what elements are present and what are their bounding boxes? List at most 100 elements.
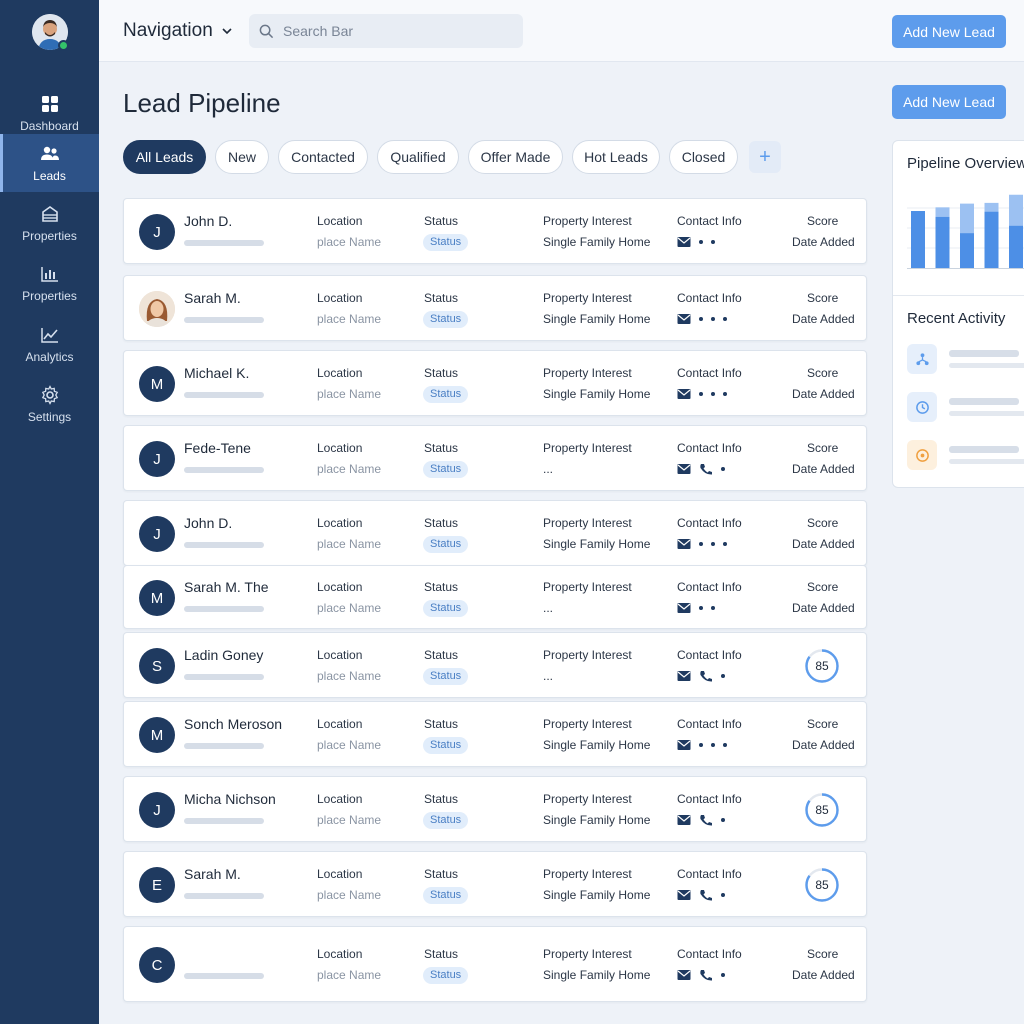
lead-score-ring: 85 [804,792,840,828]
sidebar-item-label: Dashboard [20,118,79,133]
lead-row[interactable]: M Sonch Meroson Location place Name Stat… [123,701,867,767]
mail-icon [677,389,691,399]
status-label: Status [424,516,459,530]
contact-info-icons[interactable] [677,388,727,400]
filter-offer-made[interactable]: Offer Made [468,140,563,174]
navigation-dropdown[interactable]: Navigation [123,20,233,42]
lead-detail-placeholder [184,893,264,899]
lead-row[interactable]: Sarah M. Location place Name Status Stat… [123,275,867,341]
line-chart-icon [40,327,58,343]
lead-name[interactable]: Sarah M. The [184,579,269,595]
lead-name[interactable]: Ladin Goney [184,647,264,663]
property-interest-value: Single Family Home [543,312,651,326]
contact-info-icons[interactable] [677,889,725,901]
status-badge: Status [423,600,469,617]
user-avatar[interactable] [32,14,69,51]
lead-name[interactable]: Sonch Meroson [184,716,283,732]
lead-row[interactable]: M Sarah M. The Location place Name Statu… [123,565,867,629]
lead-detail-placeholder [184,606,264,612]
status-badge: Status [423,311,469,328]
lead-avatar: M [139,717,175,753]
clock-icon [915,400,929,414]
lead-name[interactable]: John D. [184,213,233,229]
pipeline-overview-chart [907,194,1024,269]
lead-detail-placeholder [184,392,264,398]
filter-contacted[interactable]: Contacted [278,140,368,174]
mail-icon [677,890,691,900]
lead-name[interactable]: Sarah M. [184,866,241,882]
contact-info-icons[interactable] [677,739,727,751]
contact-info-icons[interactable] [677,538,727,550]
filter-closed[interactable]: Closed [669,140,738,174]
lead-detail-placeholder [184,317,264,323]
contact-info-icons[interactable] [677,670,725,682]
activity-item[interactable] [907,440,1024,472]
contact-dot [699,542,703,546]
lead-row[interactable]: J John D. Location place Name Status Sta… [123,500,867,566]
lead-name[interactable]: Michael K. [184,365,250,381]
lead-row[interactable]: C Location place Name Status Status Prop… [123,926,867,1002]
contact-info-icons[interactable] [677,463,725,475]
filter-new[interactable]: New [215,140,269,174]
score-label: Score [807,947,839,961]
contact-info-icons[interactable] [677,602,715,614]
lead-row[interactable]: E Sarah M. Location place Name Status St… [123,851,867,917]
alert-icon [915,448,929,462]
contact-info-icons[interactable] [677,236,715,248]
add-filter-button[interactable]: + [749,141,781,173]
lead-row[interactable]: J Micha Nichson Location place Name Stat… [123,776,867,842]
contact-info-icons[interactable] [677,969,725,981]
status-label: Status [424,648,459,662]
lead-row[interactable]: J John D. Location place Name Status Sta… [123,198,867,264]
lead-row[interactable]: S Ladin Goney Location place Name Status… [123,632,867,698]
location-label: Location [317,717,363,731]
contact-info-icons[interactable] [677,814,725,826]
filter-qualified[interactable]: Qualified [377,140,459,174]
status-label: Status [424,947,459,961]
date-added-label: Date Added [792,537,855,551]
lead-avatar: J [139,441,175,477]
lead-score-value: 85 [815,878,829,892]
score-ring-icon [805,793,839,827]
location-value: place Name [317,813,382,827]
lead-name[interactable]: Sarah M. [184,290,241,306]
sidebar-item-properties-reports[interactable]: Properties [0,254,99,312]
lead-score-ring: 85 [804,867,840,903]
contact-info-icons[interactable] [677,313,727,325]
search-input[interactable] [249,14,523,48]
lead-detail-placeholder [184,467,264,473]
property-interest-label: Property Interest [543,648,632,662]
sidebar-item-dashboard[interactable]: Dashboard [0,84,99,142]
lead-name[interactable]: Fede-Tene [184,440,251,456]
property-interest-value: ... [543,601,554,615]
activity-item[interactable] [907,392,1024,424]
lead-photo-icon [139,291,175,327]
overview-bar-filled [1009,225,1023,268]
score-label: Score [807,580,839,594]
sidebar-item-analytics[interactable]: Analytics [0,315,99,373]
lead-name[interactable]: Micha Nichson [184,791,276,807]
lead-name[interactable]: John D. [184,515,233,531]
lead-row[interactable]: M Michael K. Location place Name Status … [123,350,867,416]
lead-detail-placeholder [184,743,264,749]
sidebar-item-label: Settings [27,409,72,424]
add-new-lead-button-top[interactable]: Add New Lead [892,15,1006,48]
location-label: Location [317,648,363,662]
mail-icon [677,314,691,324]
status-label: Status [424,792,459,806]
sidebar-item-properties[interactable]: Properties [0,194,99,252]
contact-dot [699,317,703,321]
contact-dot [711,317,715,321]
property-interest-label: Property Interest [543,441,632,455]
filter-all-leads[interactable]: All Leads [123,140,206,174]
activity-item[interactable] [907,344,1024,376]
status-badge: Status [423,887,469,904]
add-new-lead-button[interactable]: Add New Lead [892,85,1006,119]
filter-hot-leads[interactable]: Hot Leads [572,140,660,174]
property-interest-value: Single Family Home [543,738,651,752]
sidebar-item-leads[interactable]: Leads [0,134,99,192]
status-label: Status [424,366,459,380]
lead-row[interactable]: J Fede-Tene Location place Name Status S… [123,425,867,491]
top-bar: Navigation Add New Lead [99,0,1024,62]
sidebar-item-settings[interactable]: Settings [0,375,99,433]
